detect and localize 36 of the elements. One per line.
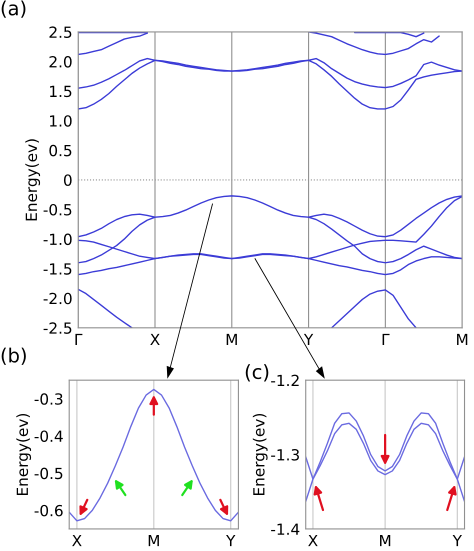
x-tick-label: M — [380, 534, 390, 546]
y-tick-label: 2.0 — [49, 56, 72, 68]
y-tick-label: -1.3 — [271, 449, 299, 461]
y-tick-label: -2.0 — [44, 292, 72, 304]
x-tick-label: M — [148, 534, 159, 546]
y-tick-label: -1.4 — [271, 524, 300, 535]
y-tick-label: -1.0 — [44, 234, 72, 246]
x-tick-label: Y — [452, 534, 462, 546]
y-tick-label: 0.5 — [49, 144, 72, 156]
y-tick-label: 1.5 — [50, 86, 72, 98]
y-tick-label: -2.5 — [44, 322, 72, 334]
y-tick-label: 1.0 — [50, 115, 72, 127]
y-axis-title: Energy(ev) — [25, 139, 40, 220]
y-tick-label: -0.4 — [34, 430, 63, 442]
chart-title: (c) — [246, 364, 268, 382]
y-tick-label: -0.6 — [34, 504, 63, 516]
x-tick-label: Γ — [75, 334, 82, 346]
y-tick-label: -0.5 — [34, 468, 62, 480]
y-tick-label: 2.5 — [49, 26, 72, 38]
x-tick-label: X — [150, 334, 160, 346]
y-axis-title: Energy(ev) — [252, 414, 268, 496]
x-tick-label: Γ — [382, 334, 390, 346]
y-tick-label: -1.2 — [271, 374, 299, 386]
chart-title: (b) — [2, 348, 26, 365]
x-tick-label: Y — [304, 334, 314, 346]
y-tick-label: -0.3 — [34, 393, 62, 405]
x-tick-label: M — [226, 334, 237, 346]
x-tick-label: M — [457, 334, 468, 346]
y-tick-label: 0 — [64, 174, 72, 186]
y-axis-title: Energy(ev) — [16, 414, 32, 496]
x-tick-label: X — [72, 534, 82, 546]
y-tick-label: -0.5 — [44, 204, 72, 216]
chart-title: (a) — [2, 0, 26, 18]
x-tick-label: X — [308, 534, 318, 546]
x-tick-label: Y — [226, 534, 236, 546]
y-tick-label: -1.5 — [44, 263, 72, 275]
